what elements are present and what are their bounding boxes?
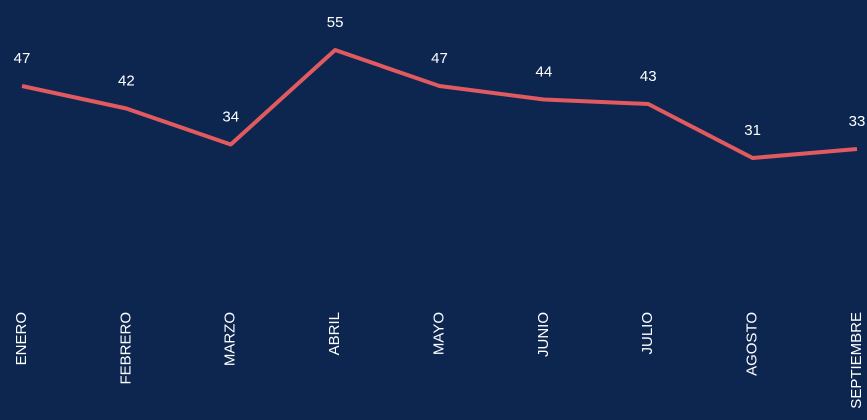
x-tick-label: MAYO bbox=[430, 312, 447, 355]
data-label: 47 bbox=[14, 50, 31, 67]
x-tick-label: AGOSTO bbox=[744, 312, 761, 376]
x-tick-label: FEBRERO bbox=[117, 312, 134, 385]
data-label: 43 bbox=[640, 68, 657, 85]
line bbox=[21, 48, 858, 160]
x-tick-label: MARZO bbox=[222, 312, 239, 366]
x-tick-label: JULIO bbox=[639, 312, 656, 355]
x-tick-label: SEPTIEMBRE bbox=[848, 312, 865, 409]
x-tick-label: ENERO bbox=[13, 312, 30, 365]
x-tick-label: JUNIO bbox=[535, 312, 552, 357]
data-label: 31 bbox=[744, 122, 761, 139]
data-label: 42 bbox=[118, 72, 135, 89]
data-label: 55 bbox=[327, 14, 344, 31]
data-label: 47 bbox=[431, 50, 448, 67]
x-tick-label: ABRIL bbox=[326, 312, 343, 355]
data-label: 33 bbox=[849, 113, 866, 130]
data-label: 44 bbox=[536, 63, 553, 80]
data-label: 34 bbox=[222, 108, 239, 125]
